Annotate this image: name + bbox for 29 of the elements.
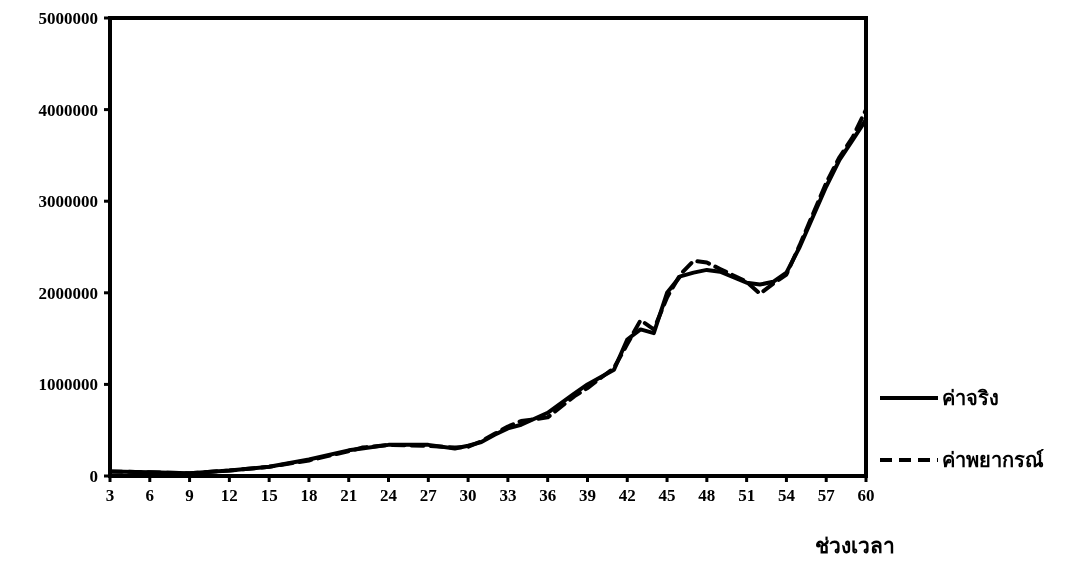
x-tick-label: 15 — [260, 486, 278, 505]
y-tick-label: 5000000 — [38, 9, 98, 28]
y-tick-label: 1000000 — [38, 375, 98, 395]
x-tick-label: 9 — [185, 486, 194, 505]
y-tick-label: 0 — [89, 467, 98, 486]
legend-label: ค่าพยากรณ์ — [942, 449, 1044, 471]
x-tick-label: 18 — [300, 486, 318, 505]
x-tick-label: 21 — [340, 486, 358, 505]
y-tick-label: 2000000 — [38, 283, 98, 303]
x-tick-label: 54 — [777, 486, 796, 505]
x-tick-label: 6 — [145, 486, 155, 505]
x-tick-label: 33 — [499, 486, 517, 505]
x-tick-label: 48 — [698, 486, 716, 505]
x-tick-label: 24 — [380, 486, 398, 505]
x-tick-label: 57 — [817, 486, 836, 505]
x-tick-label: 45 — [658, 486, 676, 505]
x-tick-label: 51 — [738, 486, 756, 505]
x-tick-label: 3 — [105, 486, 115, 505]
legend-label: ค่าจริง — [942, 387, 999, 409]
x-tick-label: 39 — [578, 486, 596, 505]
x-tick-label: 42 — [618, 486, 636, 505]
x-axis-title: ช่วงเวลา — [815, 534, 895, 558]
x-tick-label: 30 — [459, 486, 477, 505]
x-tick-label: 36 — [539, 486, 557, 505]
x-tick-label: 60 — [857, 486, 875, 505]
y-tick-label: 3000000 — [38, 192, 98, 212]
y-tick-label: 4000000 — [38, 100, 98, 120]
x-tick-label: 27 — [419, 486, 438, 505]
x-tick-label: 12 — [220, 486, 238, 505]
